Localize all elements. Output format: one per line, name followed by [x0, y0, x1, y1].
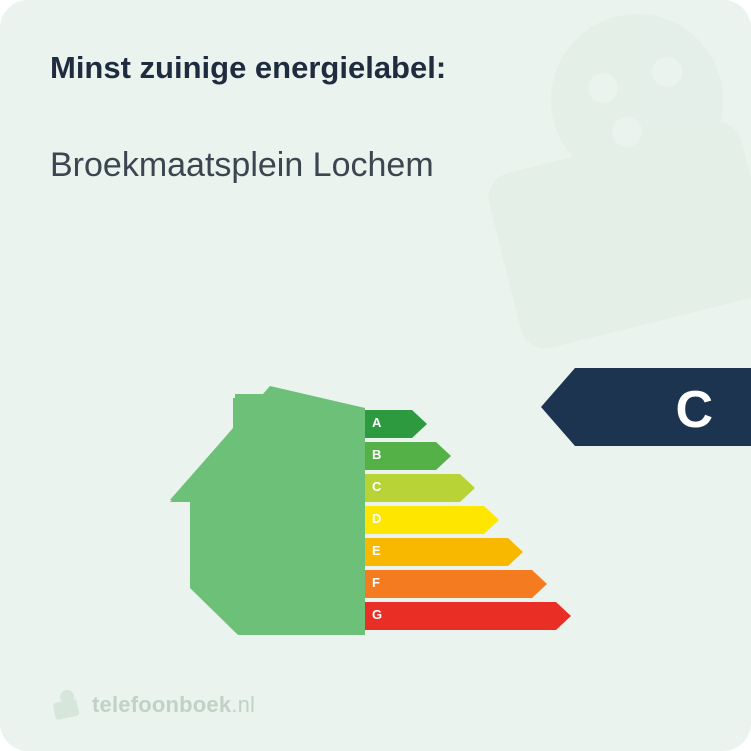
footer-text-bold: telefoonboek [92, 692, 231, 717]
energy-bar-label: D [372, 511, 381, 526]
footer-text: telefoonboek.nl [92, 692, 255, 718]
energy-bar-label: E [372, 543, 381, 558]
energy-bar-label: F [372, 575, 380, 590]
indicator-badge [541, 368, 751, 446]
house-icon [170, 380, 365, 640]
energy-bar-label: C [372, 479, 381, 494]
watermark-rolodex-icon [431, 0, 751, 360]
rolodex-icon [50, 689, 82, 721]
footer-text-rest: .nl [231, 692, 255, 717]
card: Minst zuinige energielabel: Broekmaatspl… [0, 0, 751, 751]
energy-bar-label: A [372, 415, 381, 430]
indicator-letter: C [675, 380, 713, 440]
footer-logo: telefoonboek.nl [50, 689, 255, 721]
energy-bar-label: B [372, 447, 381, 462]
energy-bar-label: G [372, 607, 382, 622]
